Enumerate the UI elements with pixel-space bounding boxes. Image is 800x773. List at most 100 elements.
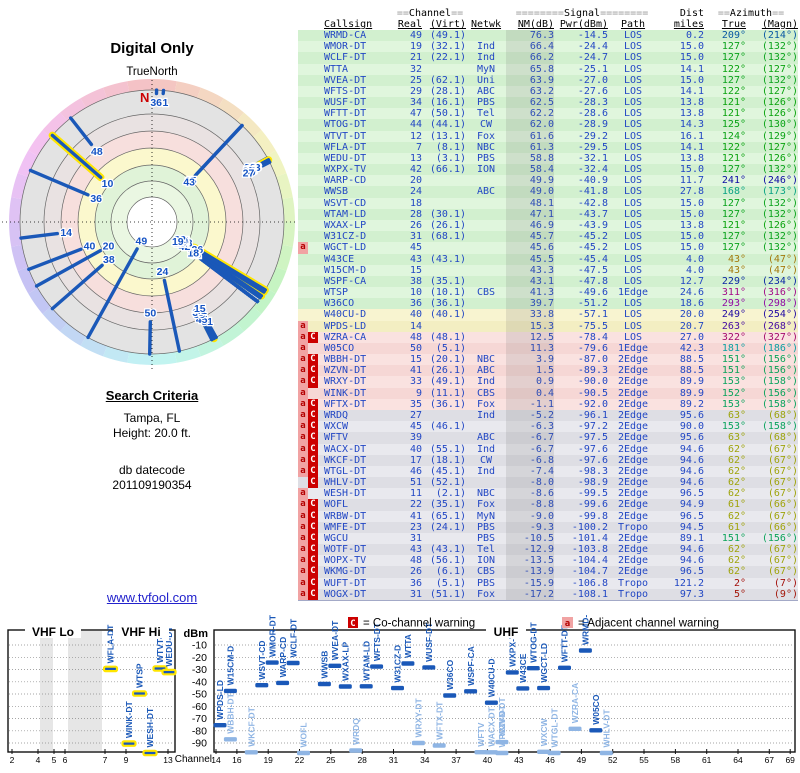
co-channel-warning-badge (308, 309, 318, 320)
co-channel-warning-badge (308, 231, 318, 242)
adjacent-warning-badge: a (298, 321, 308, 332)
spectrum-bar (495, 751, 508, 755)
spectrum-bar-label: W43CE (518, 653, 528, 683)
spectrum-bar (349, 748, 362, 752)
svg-text:C: C (350, 619, 355, 629)
adjacent-warning-badge (298, 198, 308, 209)
vhf-hi-label: VHF Hi (113, 625, 169, 639)
spectrum-bar-label: W31CZ-D (393, 645, 403, 683)
spectrum-bar-label: WFTT-DT (560, 624, 570, 662)
adjacent-warning-badge (298, 287, 308, 298)
adjacent-warning-badge: a (298, 499, 308, 510)
co-channel-warning-badge (308, 276, 318, 287)
svg-text:4: 4 (36, 755, 41, 765)
co-channel-warning-badge (308, 343, 318, 354)
adjacent-warning-badge (298, 153, 308, 164)
adjacent-warning-badge (298, 64, 308, 75)
spectrum-bar (144, 751, 157, 755)
co-channel-warning-badge (308, 86, 318, 97)
adjacent-warning-badge (298, 276, 308, 287)
svg-text:-40: -40 (192, 676, 207, 688)
svg-text:2: 2 (10, 755, 15, 765)
spectrum-bar-label: WXCW (539, 717, 549, 746)
svg-text:43: 43 (514, 755, 524, 765)
spectrum-bar (579, 648, 592, 652)
svg-text:9: 9 (124, 755, 129, 765)
svg-text:37: 37 (451, 755, 461, 765)
spectrum-bar (224, 689, 237, 693)
co-channel-warning-badge (308, 30, 318, 41)
co-channel-warning-badge (308, 242, 318, 253)
svg-text:19: 19 (263, 755, 273, 765)
svg-text:34: 34 (420, 755, 430, 765)
co-channel-warning-badge (308, 488, 318, 499)
adjacent-warning-badge: a (298, 365, 308, 376)
adjacent-warning-badge: a (298, 589, 308, 600)
svg-text:-60: -60 (192, 701, 207, 713)
co-channel-warning-badge: C (308, 399, 318, 410)
co-channel-warning-badge (308, 119, 318, 130)
spectrum-bar-label: WINK-DT (124, 700, 134, 738)
svg-text:69: 69 (785, 755, 795, 765)
spectrum-bar-label: WFTV (476, 722, 486, 746)
co-channel-warning-badge: C (308, 332, 318, 343)
uhf-label: UHF (486, 625, 526, 639)
svg-text:25: 25 (326, 755, 336, 765)
adjacent-warning-badge: a (298, 533, 308, 544)
spectrum-bar (214, 723, 227, 727)
spectrum-bar-label: WRXY-DT (414, 698, 424, 738)
spectrum-bar-label: WMOR-DT (267, 615, 277, 657)
co-channel-warning-badge (308, 97, 318, 108)
spectrum-bar-label: WXAX-LP (341, 641, 351, 681)
spectrum-bar (370, 664, 383, 668)
spectrum-bar (287, 661, 300, 665)
adjacent-warning-badge (298, 97, 308, 108)
svg-text:a: a (565, 619, 570, 629)
co-channel-warning-badge: C (308, 466, 318, 477)
spectrum-bar-label: WBBH-DT (226, 692, 236, 733)
co-channel-warning-badge (308, 131, 318, 142)
spectrum-bar (360, 684, 373, 688)
spectrum-bar-label: WSVT-CD (257, 640, 267, 679)
co-channel-warning-badge (308, 388, 318, 399)
co-channel-warning-badge: C (308, 432, 318, 443)
adjacent-warning-badge (298, 164, 308, 175)
spectrum-bar-label: WOFL (299, 722, 309, 747)
spectrum-bar (245, 750, 258, 754)
svg-text:16: 16 (232, 755, 242, 765)
svg-text:64: 64 (733, 755, 743, 765)
vhf-lo-label: VHF Lo (25, 625, 81, 639)
svg-text:-20: -20 (192, 652, 207, 664)
spectrum-bar-label: WESH-DT (145, 707, 155, 747)
spectrum-bar (569, 727, 582, 731)
adjacent-warning-badge (298, 309, 308, 320)
adjacent-warning-badge (298, 131, 308, 142)
spectrum-bar (506, 670, 519, 674)
svg-text:22: 22 (295, 755, 305, 765)
co-channel-warning-badge (308, 209, 318, 220)
svg-text:46: 46 (545, 755, 555, 765)
adjacent-warning-badge (298, 186, 308, 197)
channel-axis-label: Channel (175, 754, 212, 765)
dbm-axis-label: dBm (184, 628, 209, 640)
co-channel-warning-badge: C (308, 544, 318, 555)
spectrum-bar-label: WGCT-LD (539, 643, 549, 683)
spectrum-bar-label: WWSB (320, 651, 330, 679)
co-channel-warning-badge (308, 41, 318, 52)
spectrum-bar (485, 701, 498, 705)
spectrum-bar (163, 670, 176, 674)
adjacent-warning-badge: a (298, 410, 308, 421)
adjacent-warning-badge (298, 30, 308, 41)
spectrum-bar (422, 665, 435, 669)
spectrum-bar-label: WPDS-LD (215, 680, 225, 720)
adjacent-warning-badge: a (298, 432, 308, 443)
adjacent-channel-legend: a= Adjacent channel warning (562, 617, 719, 630)
spectrum-bar-label: W05CO (591, 694, 601, 725)
adjacent-warning-badge: a (298, 555, 308, 566)
co-channel-warning-badge (308, 52, 318, 63)
co-channel-warning-badge (308, 220, 318, 231)
adjacent-warning-badge: a (298, 578, 308, 589)
spectrum-bar (527, 666, 540, 670)
